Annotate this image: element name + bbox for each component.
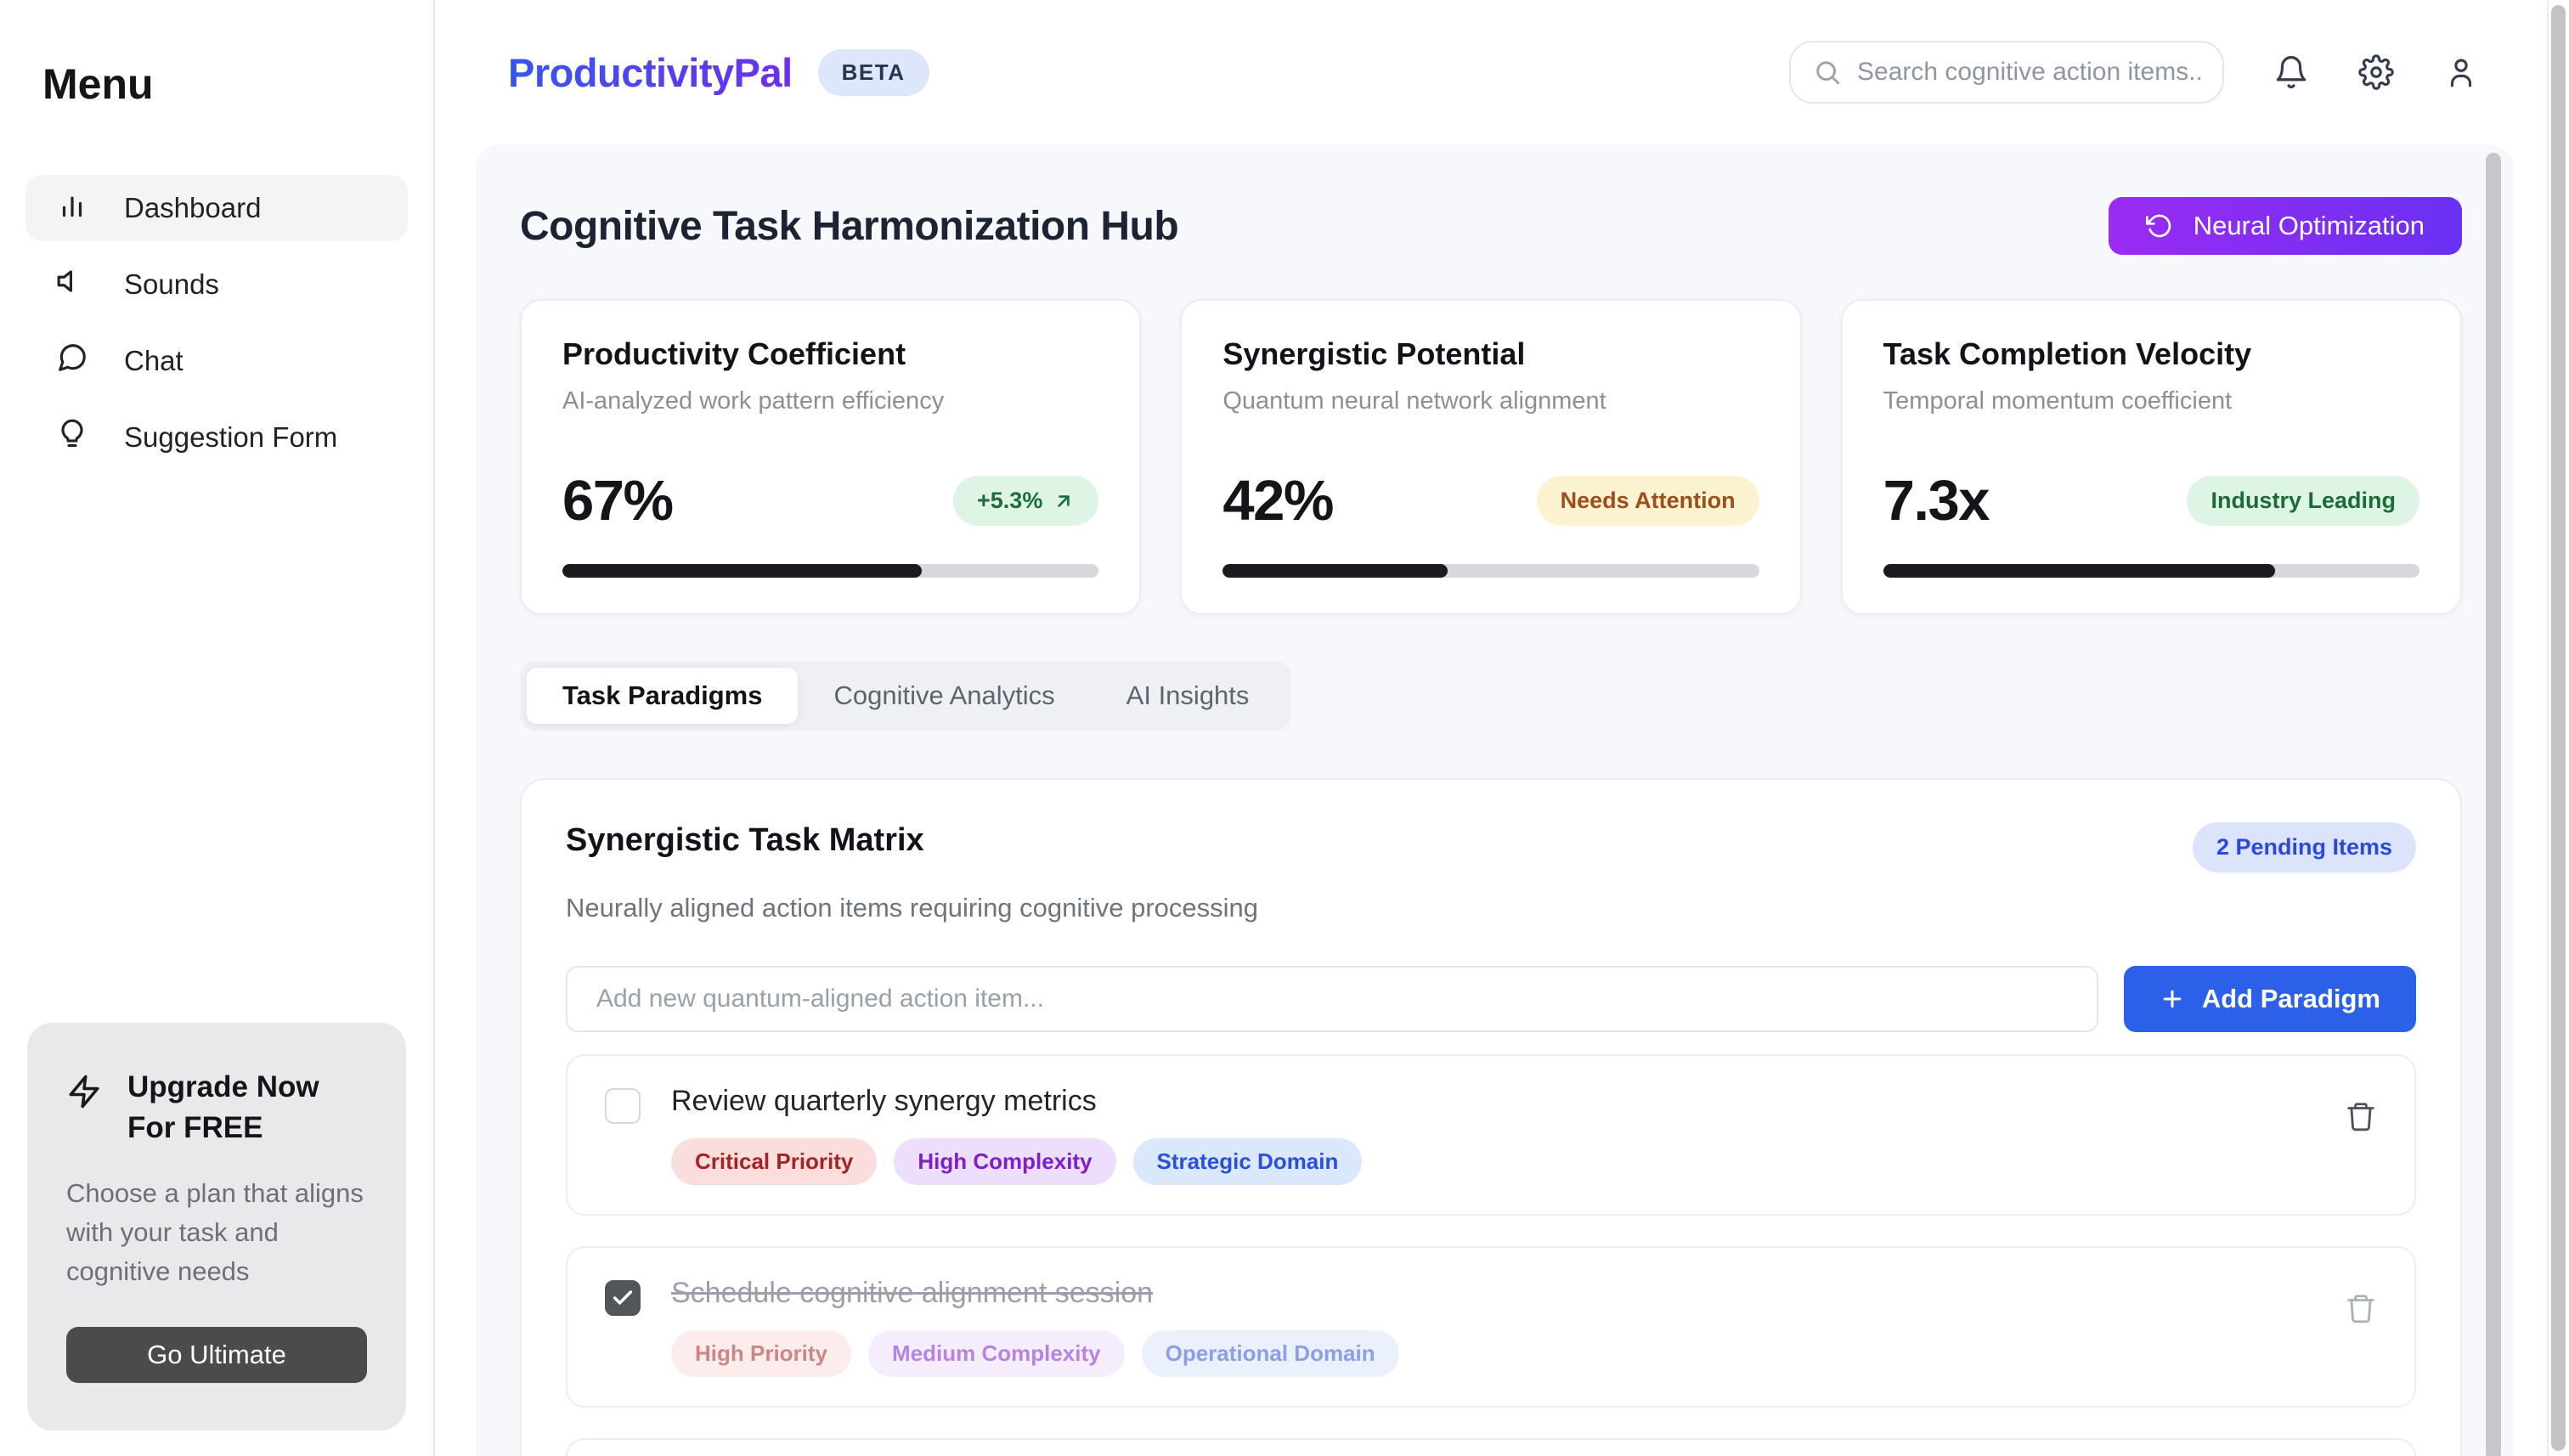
top-header: ProductivityPal BETA	[435, 0, 2569, 144]
search-icon	[1816, 61, 1840, 85]
matrix-title: Synergistic Task Matrix	[566, 822, 924, 858]
task-tag: Medium Complexity	[868, 1330, 1125, 1377]
task-list: Review quarterly synergy metrics Critica…	[566, 1054, 2416, 1456]
stat-subtitle: AI-analyzed work pattern efficiency	[562, 387, 945, 415]
task-checkbox[interactable]	[605, 1088, 641, 1124]
beta-badge: BETA	[817, 48, 929, 96]
matrix-subtitle: Neurally aligned action items requiring …	[566, 893, 1259, 923]
sidebar-item-chat[interactable]: Chat	[25, 328, 408, 394]
plus-icon	[2163, 990, 2182, 1008]
search-input[interactable]	[1857, 58, 2200, 87]
arrow-up-right-icon	[1058, 494, 1070, 507]
user-icon	[2450, 59, 2472, 87]
delete-task-button[interactable]	[2345, 1292, 2377, 1324]
task-matrix-card: Synergistic Task Matrix 2 Pending Items …	[520, 778, 2462, 1456]
status-badge: Needs Attention	[1536, 476, 1759, 526]
progress-bar	[1883, 564, 2419, 578]
sidebar-item-dashboard[interactable]: Dashboard	[25, 175, 408, 241]
gear-icon	[2358, 54, 2394, 90]
page-title: Cognitive Task Harmonization Hub	[520, 203, 1179, 249]
stat-title: Synergistic Potential	[1222, 336, 1526, 371]
sidebar-item-suggestion-form[interactable]: Suggestion Form	[25, 404, 408, 471]
status-badge: +5.3%	[953, 476, 1099, 526]
pending-items-badge: 2 Pending Items	[2192, 822, 2416, 872]
sidebar-item-sounds[interactable]: Sounds	[25, 251, 408, 318]
sidebar: Menu Dashboard Sounds Chat Suggestion Fo…	[0, 0, 435, 1456]
stat-card-productivity: Productivity Coefficient AI-analyzed wor…	[520, 299, 1142, 615]
task-tag: High Priority	[671, 1330, 852, 1377]
stat-card-velocity: Task Completion Velocity Temporal moment…	[1840, 299, 2462, 615]
tab-cognitive-analytics[interactable]: Cognitive Analytics	[833, 680, 1055, 710]
chat-bubble-icon	[56, 341, 88, 381]
upgrade-title: Upgrade Now For FREE	[127, 1069, 319, 1145]
window-scrollbar[interactable]	[2547, 0, 2569, 1456]
go-ultimate-button[interactable]: Go Ultimate	[66, 1327, 367, 1383]
task-title: Schedule cognitive alignment session	[671, 1277, 1154, 1309]
tab-task-paradigms[interactable]: Task Paradigms	[527, 668, 799, 724]
task-tag: Strategic Domain	[1132, 1138, 1363, 1185]
task-tag: High Complexity	[894, 1138, 1116, 1185]
stat-value: 42%	[1222, 469, 1334, 533]
stat-value: 67%	[562, 469, 674, 533]
sidebar-title: Menu	[42, 60, 154, 108]
tab-ai-insights[interactable]: AI Insights	[1126, 680, 1250, 710]
stat-value: 7.3x	[1883, 469, 1990, 533]
neural-optimization-button[interactable]: Neural Optimization	[2108, 197, 2462, 255]
task-row: Update neural workflow patterns Medium P…	[566, 1438, 2416, 1456]
upgrade-description: Choose a plan that aligns with your task…	[66, 1178, 364, 1287]
task-tag: Critical Priority	[671, 1138, 878, 1185]
new-task-input[interactable]	[566, 966, 2098, 1032]
sidebar-nav: Dashboard Sounds Chat Suggestion Form	[25, 175, 408, 471]
stat-subtitle: Quantum neural network alignment	[1222, 387, 1606, 415]
bar-chart-icon	[56, 189, 88, 228]
add-paradigm-button[interactable]: Add Paradigm	[2123, 966, 2416, 1032]
panel-scrollbar[interactable]	[2486, 153, 2501, 1456]
task-row: Schedule cognitive alignment session Hig…	[566, 1246, 2416, 1408]
lightbulb-icon	[56, 418, 88, 457]
stat-title: Productivity Coefficient	[562, 336, 906, 371]
trash-icon	[2347, 1295, 2374, 1323]
status-badge: Industry Leading	[2187, 476, 2419, 526]
settings-button[interactable]	[2358, 54, 2394, 90]
task-tag: Operational Domain	[1141, 1330, 1399, 1377]
app-logo: ProductivityPal	[508, 49, 793, 95]
bell-icon	[2276, 56, 2306, 88]
stat-card-synergy: Synergistic Potential Quantum neural net…	[1180, 299, 1802, 615]
upgrade-card: Upgrade Now For FREE Choose a plan that …	[27, 1022, 406, 1431]
task-checkbox[interactable]	[605, 1280, 641, 1316]
profile-button[interactable]	[2443, 54, 2479, 90]
main-area: ProductivityPal BETA Cognitive Task Harm…	[435, 0, 2569, 1456]
stat-title: Task Completion Velocity	[1883, 336, 2252, 371]
search-box[interactable]	[1789, 41, 2224, 104]
delete-task-button[interactable]	[2345, 1100, 2377, 1132]
sidebar-item-label: Suggestion Form	[124, 421, 338, 453]
check-icon	[613, 1290, 633, 1305]
stats-grid: Productivity Coefficient AI-analyzed wor…	[520, 299, 2462, 615]
scrollbar-thumb[interactable]	[2551, 5, 2566, 1451]
tab-bar: Task Paradigms Cognitive Analytics AI In…	[520, 661, 1292, 731]
notifications-button[interactable]	[2273, 54, 2309, 90]
speaker-icon	[56, 265, 88, 304]
sidebar-item-label: Sounds	[124, 268, 219, 300]
sidebar-item-label: Chat	[124, 345, 184, 376]
task-row: Review quarterly synergy metrics Critica…	[566, 1054, 2416, 1216]
progress-bar	[562, 564, 1099, 578]
rotate-ccw-icon	[2145, 214, 2171, 238]
sidebar-item-label: Dashboard	[124, 192, 262, 223]
lightning-bolt-icon	[66, 1067, 102, 1114]
content-panel: Cognitive Task Harmonization Hub Neural …	[476, 144, 2513, 1456]
trash-icon	[2347, 1103, 2374, 1132]
task-title: Review quarterly synergy metrics	[671, 1085, 1097, 1117]
progress-bar	[1222, 564, 1759, 578]
stat-subtitle: Temporal momentum coefficient	[1883, 387, 2233, 415]
